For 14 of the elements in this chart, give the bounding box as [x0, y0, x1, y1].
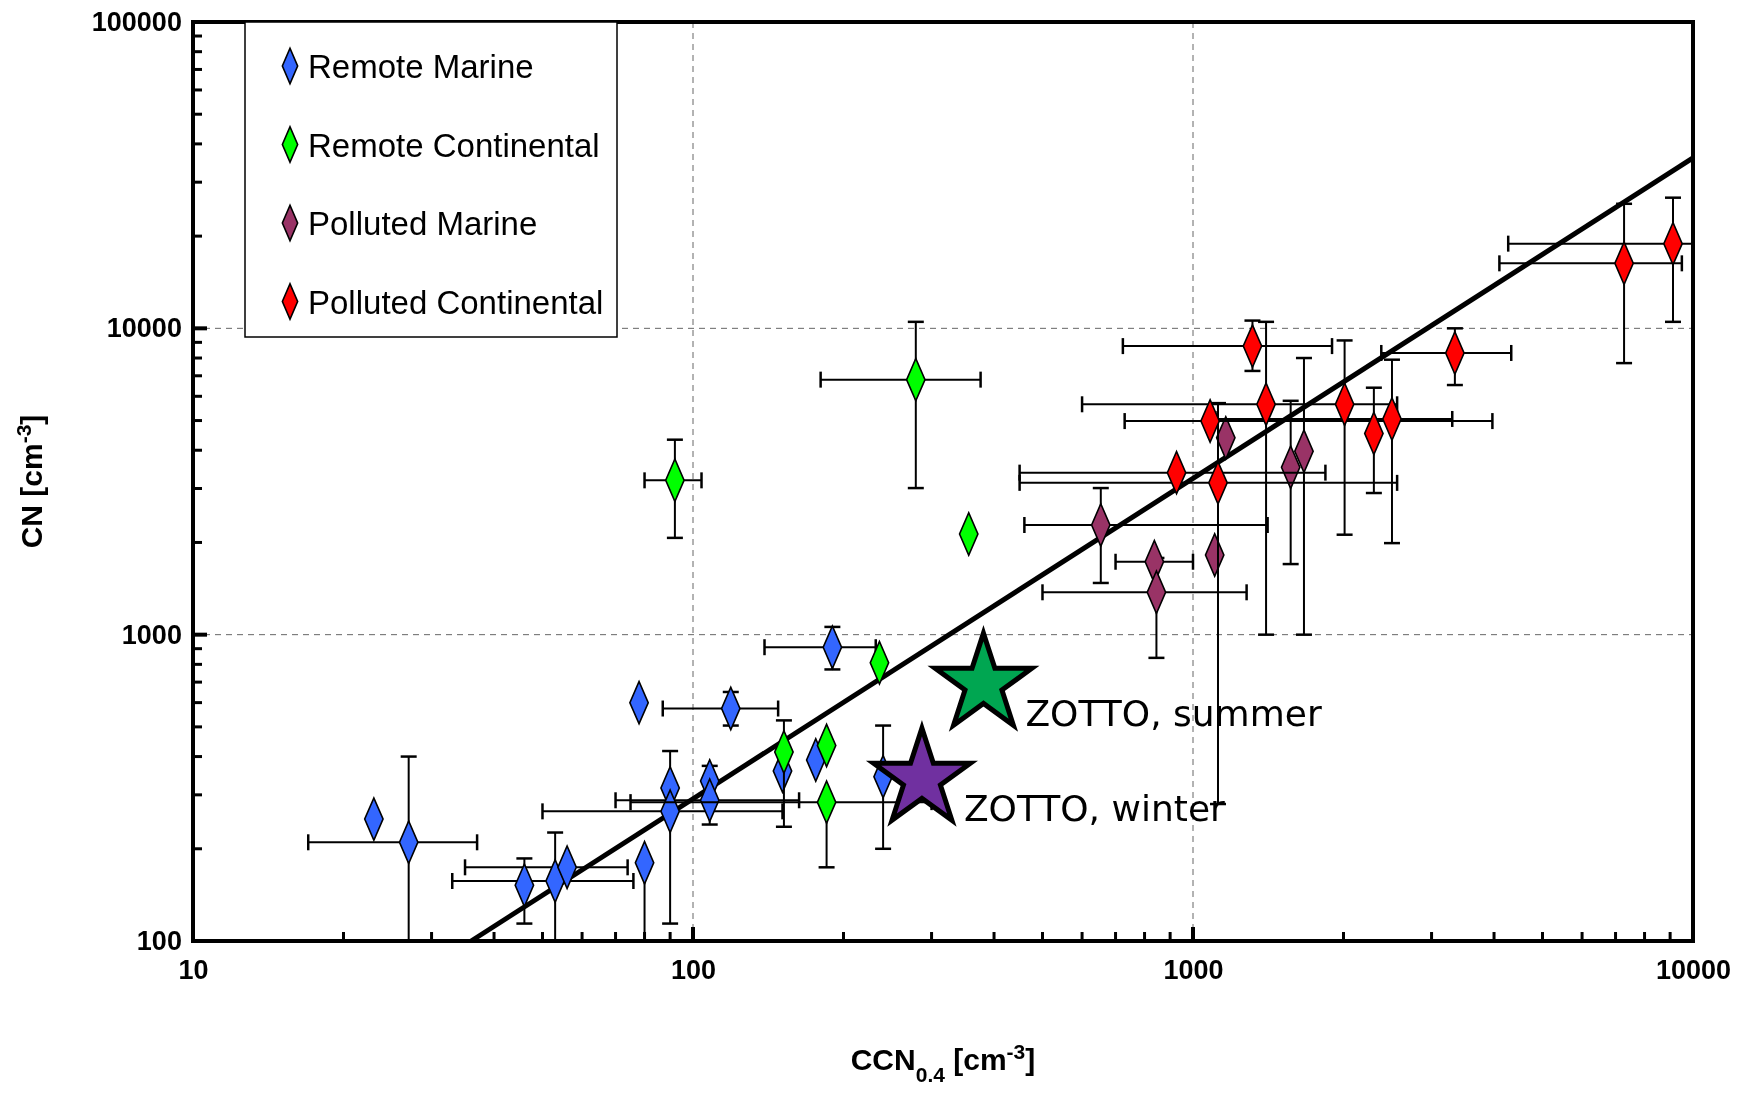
legend-label: Polluted Continental — [308, 283, 604, 321]
annotation: ZOTTO, winter — [963, 787, 1226, 829]
x-tick-label: 1000 — [1163, 955, 1224, 986]
y-tick-label: 1000 — [121, 619, 182, 650]
x-tick-label: 10000 — [1655, 955, 1732, 986]
y-tick-label: 100000 — [91, 7, 182, 38]
y-tick-label: 10000 — [106, 313, 182, 344]
x-axis-title: CCN$_{0.4}$ [cm$^{-3}$] — [850, 1039, 1036, 1086]
legend-label: Polluted Marine — [308, 205, 538, 242]
legend-label: Remote Marine — [308, 48, 534, 85]
y-tick-label: 100 — [136, 926, 182, 957]
legend-label: Remote Continental — [308, 126, 600, 164]
x-tick-label: 10 — [178, 955, 209, 986]
x-tick-label: 100 — [670, 955, 717, 986]
